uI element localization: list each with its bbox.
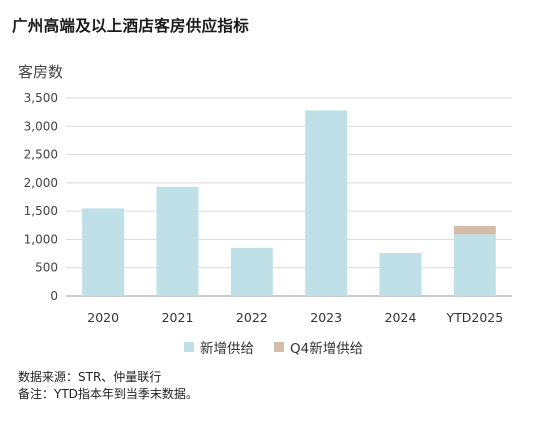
y-tick-label: 3,000	[24, 119, 58, 133]
footnotes: 数据来源：STR、仲量联行 备注：YTD指本年到当季末数据。	[18, 369, 198, 403]
bar-chart: 客房数 0 500 1,000 1,500 2,000 2,500 3,000 3,500 202…	[18, 63, 512, 325]
remark-note: 备注：YTD指本年到当季末数据。	[18, 387, 198, 401]
bar-new-supply	[230, 247, 273, 296]
y-tick-label: 2,500	[24, 148, 58, 162]
x-tick-label: 2021	[162, 310, 194, 325]
bar-new-supply	[453, 234, 496, 296]
x-tick-label: 2023	[310, 310, 342, 325]
legend-swatch-q4-new-supply	[274, 342, 284, 352]
source-note: 数据来源：STR、仲量联行	[18, 370, 162, 384]
y-tick-label: 2,000	[24, 176, 58, 190]
y-axis-label: 客房数	[18, 63, 63, 81]
y-tick-label: 1,500	[24, 204, 58, 218]
y-tick-label: 0	[50, 289, 58, 303]
x-tick-label: 2020	[87, 310, 119, 325]
bar-new-supply	[82, 208, 125, 296]
chart-title: 广州高端及以上酒店客房供应指标	[12, 17, 250, 35]
bar-new-supply	[305, 110, 348, 297]
legend-label-new-supply: 新增供给	[200, 341, 254, 357]
y-tick-label: 1,000	[24, 232, 58, 246]
bar-new-supply	[379, 253, 422, 296]
legend-item-new-supply: 新增供给	[184, 337, 254, 357]
bar-q4-new-supply	[453, 225, 496, 235]
bar-new-supply	[156, 186, 199, 296]
y-tick-label: 3,500	[24, 91, 58, 105]
x-tick-label: YTD2025	[445, 310, 503, 325]
x-tick-label: 2024	[385, 310, 417, 325]
legend-item-q4-new-supply: Q4新增供给	[274, 337, 363, 357]
legend: 新增供给 Q4新增供给	[184, 337, 383, 357]
legend-swatch-new-supply	[184, 342, 194, 352]
legend-label-q4-new-supply: Q4新增供给	[290, 341, 364, 357]
y-tick-label: 500	[35, 261, 58, 275]
x-tick-label: 2022	[236, 310, 268, 325]
